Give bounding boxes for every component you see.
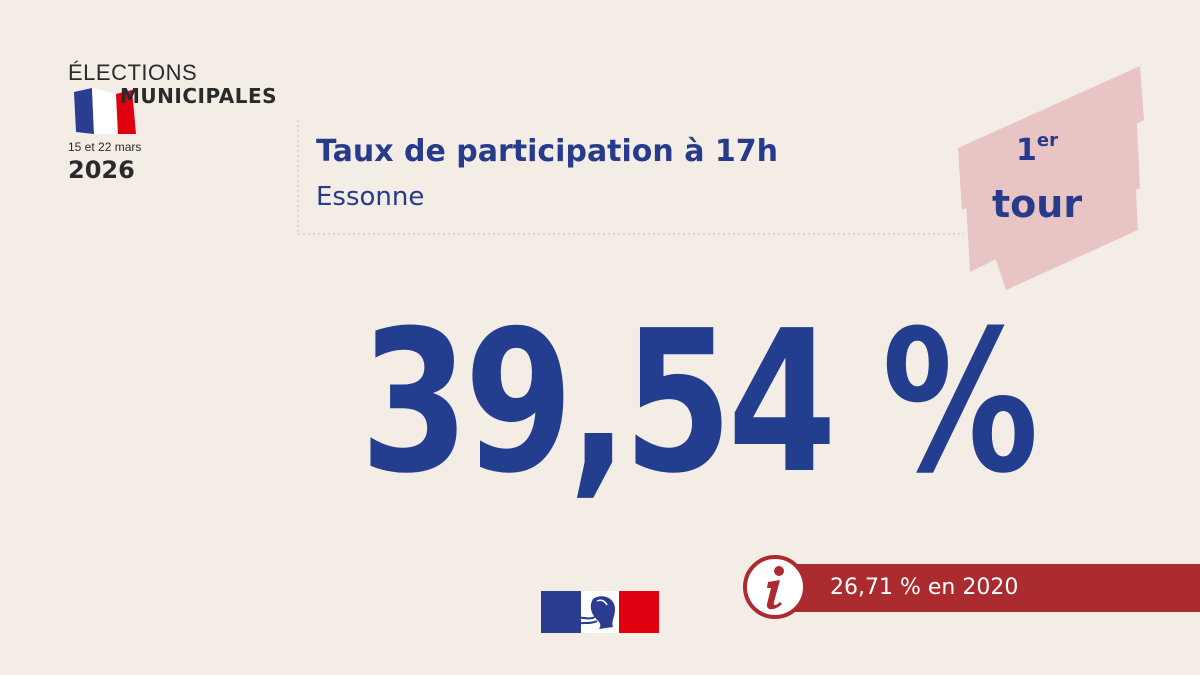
comparison-bar [786,564,1200,612]
round-number: 1er [1016,130,1058,168]
comparison-banner: 26,71 % en 2020 [740,552,1200,620]
logo-municipales-text: MUNICIPALES [120,84,278,108]
logo-dates: 15 et 22 mars [68,140,142,154]
logo-year: 2026 [68,156,135,184]
marianne-logo-icon [541,591,659,633]
header-box: Taux de participation à 17h Essonne [296,118,964,236]
comparison-text: 26,71 % en 2020 [830,575,1019,600]
info-icon [743,555,807,619]
participation-rate-value: 39,54 % [360,289,1039,517]
region-subtitle: Essonne [316,182,425,212]
header-dotted-border [297,120,964,235]
round-ordinal-suffix: er [1036,130,1058,151]
elections-logo: ÉLECTIONS MUNICIPALES 15 et 22 mars 2026 [62,58,282,198]
round-badge: 1er tour [950,62,1150,292]
round-word: tour [992,182,1083,226]
page-title: Taux de participation à 17h [316,134,779,169]
logo-elections-text: ÉLECTIONS [68,60,198,85]
french-flag-icon [74,88,136,134]
brush-stroke-shape [958,66,1144,290]
